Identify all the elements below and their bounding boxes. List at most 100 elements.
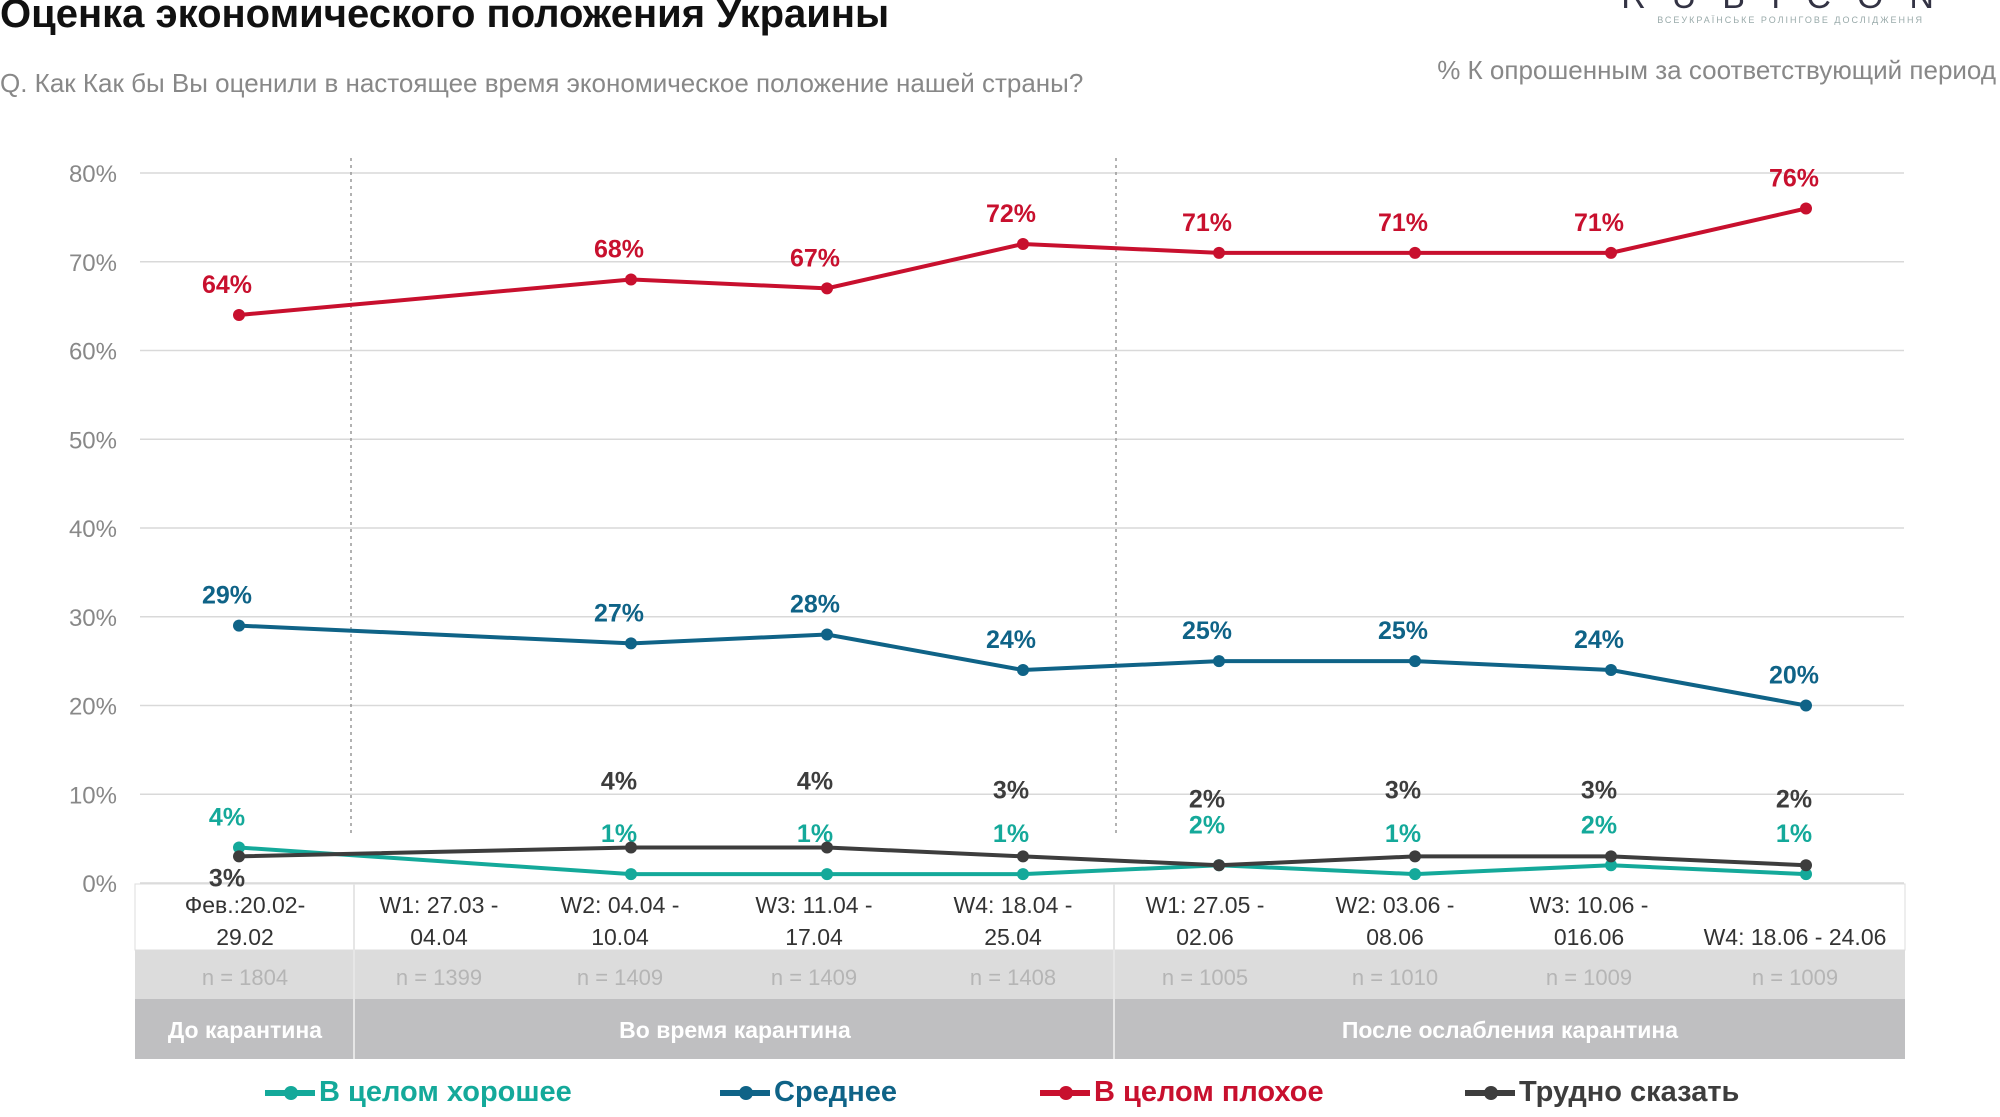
- category-label-line1: W2: 04.04 -: [561, 892, 680, 918]
- data-point: [821, 628, 833, 641]
- data-label: 76%: [1769, 165, 1819, 193]
- category-label-line2: 29.02: [216, 924, 274, 950]
- data-label: 2%: [1189, 785, 1225, 813]
- category-label-line1: W4: 18.04 -: [954, 892, 1073, 918]
- data-point: [1800, 868, 1812, 881]
- base-note: % К опрошенным за соответствующий период: [1437, 55, 1996, 85]
- sample-size: n = 1409: [577, 965, 663, 990]
- data-point: [625, 637, 637, 650]
- data-point: [1605, 664, 1617, 676]
- y-tick-label: 30%: [69, 605, 117, 632]
- data-label: 68%: [594, 236, 644, 264]
- data-point: [233, 309, 245, 321]
- category-label-line2: 25.04: [984, 924, 1042, 950]
- data-point: [1409, 850, 1421, 863]
- y-tick-label: 60%: [69, 339, 117, 366]
- data-point: [233, 850, 245, 863]
- y-tick-label: 0%: [82, 871, 117, 898]
- table-n-row: [135, 950, 1905, 999]
- data-point: [821, 282, 833, 295]
- data-point: [1409, 655, 1421, 668]
- data-point: [1017, 238, 1029, 250]
- category-label-line1: W3: 10.06 -: [1530, 892, 1649, 918]
- y-tick-label: 70%: [69, 250, 117, 277]
- series-line: [238, 206, 1807, 317]
- y-tick-label: 10%: [69, 782, 117, 809]
- legend-item: Трудно сказать: [1465, 1076, 1739, 1109]
- logo-tagline: ВСЕУКРАЇНСЬКЕ РОЛІНГОВЕ ДОСЛІДЖЕННЯ: [1657, 15, 1925, 25]
- y-tick-label: 40%: [69, 516, 117, 543]
- legend-marker-icon: [265, 1085, 315, 1100]
- question-text: Q. Как Как бы Вы оценили в настоящее вре…: [0, 68, 1084, 98]
- legend-item: В целом хорошее: [265, 1076, 572, 1109]
- sample-size: n = 1009: [1752, 965, 1838, 990]
- category-label-line1: Фев.:20.02-: [185, 892, 306, 918]
- legend: В целом хорошее Среднее В целом плохое Труд…: [0, 1076, 2000, 1116]
- category-label-line1: W2: 03.06 -: [1336, 892, 1455, 918]
- table-dates-row: [134, 883, 1906, 951]
- data-label: 27%: [594, 599, 644, 627]
- data-point: [625, 273, 637, 286]
- series-line: [238, 845, 1807, 877]
- category-label-line2: 016.06: [1554, 924, 1624, 950]
- data-label: 25%: [1182, 617, 1232, 645]
- legend-label: В целом плохое: [1094, 1076, 1324, 1108]
- data-point: [1213, 655, 1225, 668]
- data-label: 24%: [986, 626, 1036, 654]
- legend-marker-icon: [1465, 1085, 1515, 1100]
- category-label-line2: 10.04: [591, 924, 649, 950]
- y-tick-label: 20%: [69, 694, 117, 721]
- data-label: 24%: [1574, 626, 1624, 654]
- data-label: 2%: [1189, 811, 1225, 839]
- data-label: 71%: [1378, 209, 1428, 237]
- y-tick-label: 80%: [69, 161, 117, 188]
- data-label: 4%: [209, 804, 245, 832]
- data-point: [1605, 859, 1617, 872]
- data-point: [1017, 664, 1029, 676]
- data-point: [1800, 699, 1812, 712]
- period-label: Во время карантина: [619, 1017, 851, 1043]
- data-point: [1017, 850, 1029, 863]
- category-label-line2: W4: 18.06 - 24.06: [1704, 924, 1887, 950]
- sample-size: n = 1408: [970, 965, 1056, 990]
- series-line: [238, 845, 1807, 868]
- category-label-line1: W1: 27.05 -: [1146, 892, 1265, 918]
- data-label: 1%: [1385, 820, 1421, 848]
- sample-size: n = 1009: [1546, 965, 1632, 990]
- category-label-line1: W1: 27.03 -: [380, 892, 499, 918]
- data-label: 29%: [202, 582, 252, 610]
- data-point: [1409, 868, 1421, 881]
- data-label: 2%: [1776, 785, 1812, 813]
- series-line: [238, 623, 1807, 708]
- sample-size: n = 1010: [1352, 965, 1438, 990]
- legend-item: В целом плохое: [1040, 1076, 1324, 1109]
- data-point: [1409, 246, 1421, 259]
- data-label: 2%: [1581, 811, 1617, 839]
- data-label: 25%: [1378, 617, 1428, 645]
- data-point: [821, 841, 833, 854]
- table-period-row: [135, 999, 1905, 1059]
- data-label: 71%: [1574, 209, 1624, 237]
- category-label-line2: 02.06: [1176, 924, 1234, 950]
- data-label: 3%: [1385, 776, 1421, 804]
- data-label: 1%: [993, 820, 1029, 848]
- data-label: 3%: [1581, 776, 1617, 804]
- category-label-line2: 17.04: [785, 924, 843, 950]
- data-point: [1213, 859, 1225, 872]
- data-point: [1605, 246, 1617, 259]
- period-label: После ослабления карантина: [1342, 1017, 1678, 1043]
- rubicon-logo: RUBICON ВСЕУКРАЇНСЬКЕ РОЛІНГОВЕ ДОСЛІДЖЕ…: [1621, 0, 1960, 25]
- category-label-line2: 08.06: [1366, 924, 1424, 950]
- legend-label: В целом хорошее: [319, 1076, 572, 1108]
- logo-word: RUBICON: [1621, 0, 1960, 17]
- legend-label: Среднее: [774, 1076, 897, 1108]
- data-point: [233, 619, 245, 632]
- period-label: До карантина: [168, 1017, 322, 1043]
- data-label: 20%: [1769, 662, 1819, 690]
- data-point: [233, 841, 245, 854]
- data-label: 64%: [202, 271, 252, 299]
- sample-size: n = 1005: [1162, 965, 1248, 990]
- data-label: 4%: [601, 768, 637, 796]
- data-label: 4%: [797, 768, 833, 796]
- legend-item: Среднее: [720, 1076, 897, 1109]
